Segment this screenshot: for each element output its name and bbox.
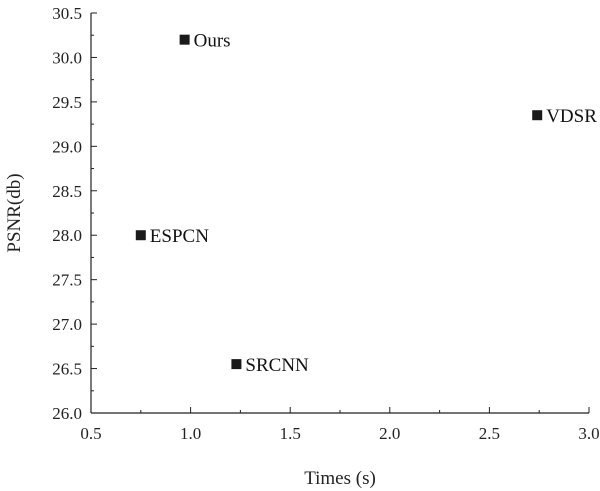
data-point-label: VDSR	[546, 106, 597, 127]
ticks: 0.5 1.0 1.5 2.0 2.5 3.0 26.0 26.5 27.0 27.5 28.0 28…	[52, 4, 599, 443]
y-axis-title: PSNR(db)	[4, 173, 25, 252]
x-tick-label: 3.0	[578, 424, 599, 443]
data-point-label: Ours	[194, 31, 231, 52]
data-point-marker	[532, 110, 543, 121]
y-tick-label: 28.5	[52, 182, 82, 201]
y-tick-label: 27.0	[52, 315, 82, 334]
y-tick-label: 29.5	[52, 93, 82, 112]
data-points: Ours VDSR ESPCN SRCNN	[135, 31, 597, 376]
y-tick-label: 30.0	[52, 48, 82, 67]
y-tick-label: 26.0	[52, 404, 82, 423]
x-tick-label: 0.5	[80, 424, 101, 443]
x-axis-title: Times (s)	[304, 468, 376, 489]
x-tick-label: 1.0	[180, 424, 201, 443]
y-tick-label: 27.5	[52, 271, 82, 290]
x-tick-label: 2.5	[479, 424, 500, 443]
x-tick-label: 1.5	[280, 424, 301, 443]
y-tick-label: 26.5	[52, 360, 82, 379]
y-tick-label: 28.0	[52, 226, 82, 245]
data-point-marker	[179, 34, 190, 45]
data-point-marker	[135, 230, 146, 241]
axes	[90, 13, 589, 414]
data-point-label: ESPCN	[150, 226, 209, 247]
y-tick-label: 29.0	[52, 137, 82, 156]
data-point-marker	[231, 359, 242, 370]
x-tick-label: 2.0	[379, 424, 400, 443]
data-point-label: SRCNN	[245, 355, 309, 376]
y-tick-label: 30.5	[52, 4, 82, 23]
